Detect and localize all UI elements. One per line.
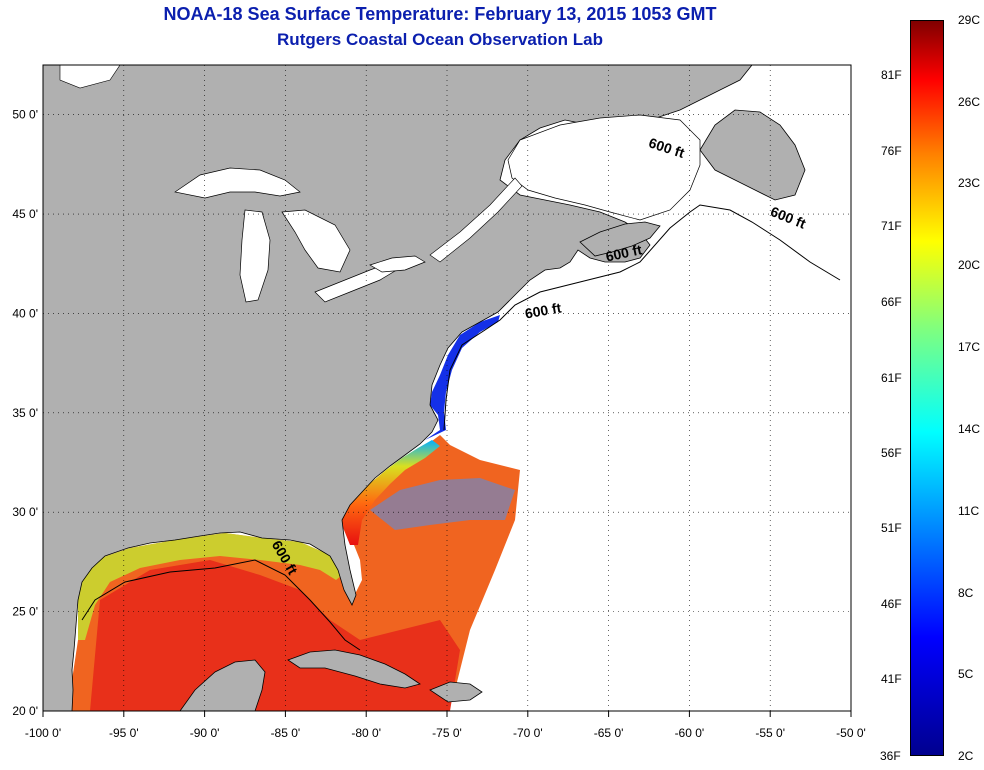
shelf-cold-water	[425, 315, 500, 440]
lat-tick-label: 40 0'	[12, 306, 38, 320]
colorbar-celsius-label: 17C	[958, 339, 981, 354]
lake-huron	[281, 209, 351, 273]
lon-tick-label: -80 0'	[351, 726, 381, 740]
lon-tick-label: -95 0'	[109, 726, 139, 740]
lat-tick-label: 30 0'	[12, 505, 38, 519]
colorbar-celsius-label: 8C	[958, 585, 974, 600]
colorbar-fahrenheit-label: 36F	[880, 749, 901, 763]
contour-600ft-label: 600 ft	[524, 299, 563, 321]
lake-superior	[174, 167, 301, 199]
lon-tick-label: -65 0'	[594, 726, 624, 740]
colorbar-celsius-label: 23C	[958, 176, 981, 191]
newfoundland-land	[699, 109, 806, 201]
nova-scotia-land	[579, 221, 661, 257]
colorbar-fahrenheit-label: 46F	[881, 596, 902, 611]
colorbar-fahrenheit-label: 76F	[881, 144, 902, 158]
contour-600ft-label: 600 ft	[604, 241, 643, 264]
lake-michigan	[239, 209, 271, 303]
temperature-colorbar	[910, 20, 944, 756]
lon-tick-label: -85 0'	[271, 726, 301, 740]
colorbar-fahrenheit-label: 41F	[881, 671, 902, 686]
lat-tick-label: 35 0'	[12, 406, 38, 420]
lon-tick-label: -75 0'	[432, 726, 462, 740]
map-subtitle: Rutgers Coastal Ocean Observation Lab	[277, 30, 603, 49]
hispaniola-land	[429, 681, 483, 703]
colorbar-celsius-label: 5C	[958, 667, 974, 682]
colorbar-fahrenheit-label: 61F	[881, 370, 902, 385]
contour-600ft-gulf	[81, 559, 361, 651]
lat-tick-label: 50 0'	[12, 108, 38, 122]
colorbar-fahrenheit-label: 71F	[881, 219, 902, 234]
map-title: NOAA-18 Sea Surface Temperature: Februar…	[163, 4, 717, 24]
gulf-of-st-lawrence	[507, 114, 701, 221]
north-america-land	[43, 65, 753, 711]
lat-tick-label: 20 0'	[12, 704, 38, 718]
colorbar-fahrenheit-label: 51F	[881, 520, 902, 535]
latitude-axis: 50 0' 45 0' 40 0' 35 0' 30 0' 25 0' 20 0'	[12, 108, 38, 718]
colorbar-celsius-label: 20C	[958, 258, 981, 273]
lat-tick-label: 45 0'	[12, 207, 38, 221]
lat-tick-label: 25 0'	[12, 605, 38, 619]
cuba-land	[287, 649, 421, 689]
colorbar-celsius-label: 26C	[958, 94, 981, 109]
lon-tick-label: -90 0'	[190, 726, 220, 740]
colorbar-celsius-label: 2C	[958, 749, 974, 763]
lon-tick-label: -50 0'	[836, 726, 866, 740]
colorbar-celsius-label: 14C	[958, 422, 981, 437]
lon-tick-label: -70 0'	[513, 726, 543, 740]
st-lawrence-river	[429, 177, 523, 263]
hudson-bay-edge	[59, 65, 121, 89]
offshore-cloud-edge	[370, 478, 515, 530]
lon-tick-label: -55 0'	[755, 726, 785, 740]
colorbar-fahrenheit-label: 56F	[881, 445, 902, 460]
yucatan-land	[179, 659, 266, 711]
colorbar-celsius-label: 11C	[958, 503, 980, 518]
longitude-axis: -100 0' -95 0' -90 0' -85 0' -80 0' -75 0' -70…	[25, 711, 866, 740]
colorbar-fahrenheit-label: 66F	[881, 294, 902, 309]
contour-600ft-north	[443, 204, 841, 431]
colorbar-fahrenheit-label: 81F	[881, 68, 902, 83]
lon-tick-label: -60 0'	[675, 726, 705, 740]
colorbar-celsius-label: 29C	[958, 13, 981, 27]
lon-tick-label: -100 0'	[25, 726, 61, 740]
lake-ontario	[369, 255, 426, 273]
gulf-cool-shelf	[78, 533, 342, 640]
